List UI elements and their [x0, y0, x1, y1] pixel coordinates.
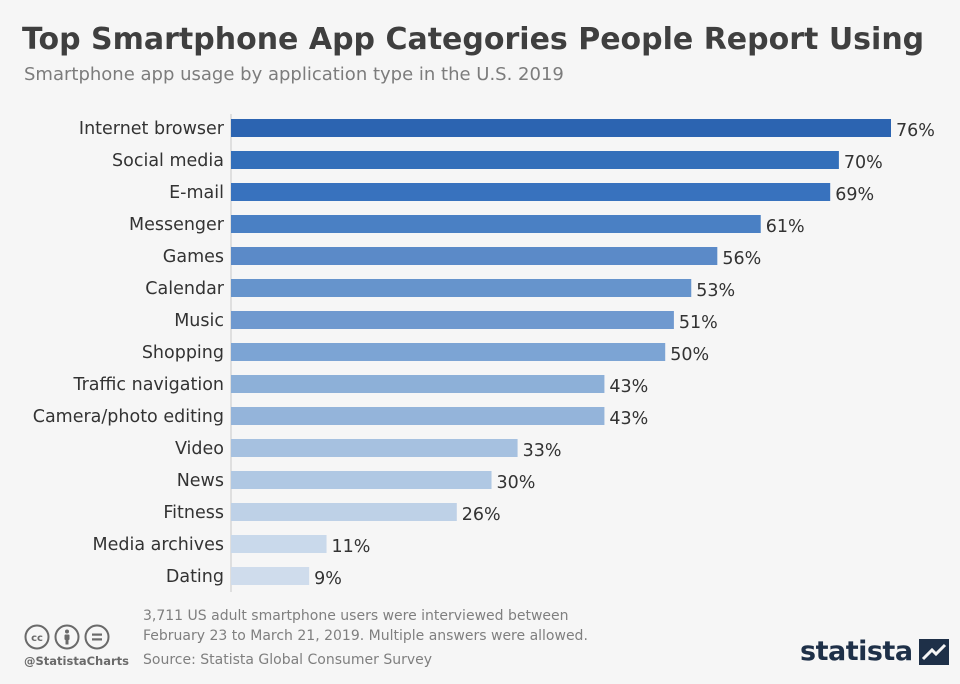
creative-commons-icon: cc: [24, 624, 50, 650]
value-label: 33%: [523, 441, 562, 461]
bar[interactable]: [231, 535, 327, 553]
bar[interactable]: [231, 567, 310, 585]
category-label: Traffic navigation: [72, 375, 224, 395]
license-icons: cc: [24, 624, 110, 650]
bar[interactable]: [231, 279, 692, 297]
category-label: Music: [174, 311, 224, 331]
source-note: Source: Statista Global Consumer Survey: [143, 652, 433, 668]
bar[interactable]: [231, 247, 718, 265]
value-label: 11%: [332, 537, 371, 557]
category-label: Video: [175, 439, 224, 459]
bar[interactable]: [231, 311, 674, 329]
category-label: Media archives: [93, 535, 224, 555]
no-derivatives-icon: [84, 624, 110, 650]
value-label: 50%: [670, 345, 709, 365]
bar[interactable]: [231, 503, 457, 521]
bars-group: Internet browser 76% Social media 70% E-mail…: [33, 119, 935, 589]
statista-logo[interactable]: statista: [800, 636, 949, 667]
bar[interactable]: [231, 471, 492, 489]
footnote-line-1: 3,711 US adult smartphone users were int…: [143, 608, 569, 624]
bar[interactable]: [231, 151, 839, 169]
value-label: 69%: [835, 185, 874, 205]
category-label: Dating: [166, 567, 224, 587]
value-label: 70%: [844, 153, 883, 173]
bar[interactable]: [231, 343, 666, 361]
category-label: Internet browser: [79, 119, 225, 139]
category-label: Calendar: [145, 279, 224, 299]
value-label: 30%: [497, 473, 536, 493]
footnote: 3,711 US adult smartphone users were int…: [143, 606, 663, 646]
value-label: 43%: [609, 377, 648, 397]
statista-logo-icon: [918, 638, 949, 665]
value-label: 26%: [462, 505, 501, 525]
footnote-line-2: February 23 to March 21, 2019. Multiple …: [143, 628, 588, 644]
bar[interactable]: [231, 439, 518, 457]
value-label: 61%: [766, 217, 805, 237]
category-label: Shopping: [142, 343, 224, 363]
bar[interactable]: [231, 375, 605, 393]
attribution-icon: [54, 624, 80, 650]
category-label: Fitness: [163, 503, 224, 523]
value-label: 43%: [609, 409, 648, 429]
category-label: Messenger: [129, 215, 225, 235]
value-label: 53%: [696, 281, 735, 301]
value-label: 76%: [896, 121, 935, 141]
chart-subtitle: Smartphone app usage by application type…: [24, 64, 564, 85]
twitter-handle: @StatistaCharts: [24, 654, 129, 668]
bar[interactable]: [231, 119, 891, 137]
bar[interactable]: [231, 215, 761, 233]
category-label: E-mail: [169, 183, 224, 203]
brand-wordmark: statista: [800, 636, 913, 667]
category-label: Camera/photo editing: [33, 407, 224, 427]
category-label: Games: [163, 247, 224, 267]
bar[interactable]: [231, 183, 831, 201]
value-label: 51%: [679, 313, 718, 333]
bar[interactable]: [231, 407, 605, 425]
category-label: Social media: [112, 151, 224, 171]
bar-chart: Internet browser 76% Social media 70% E-mail…: [33, 114, 935, 592]
value-label: 56%: [722, 249, 761, 269]
svg-text:cc: cc: [31, 633, 43, 644]
chart-title: Top Smartphone App Categories People Rep…: [22, 22, 925, 57]
value-label: 9%: [314, 569, 342, 589]
category-label: News: [177, 471, 224, 491]
